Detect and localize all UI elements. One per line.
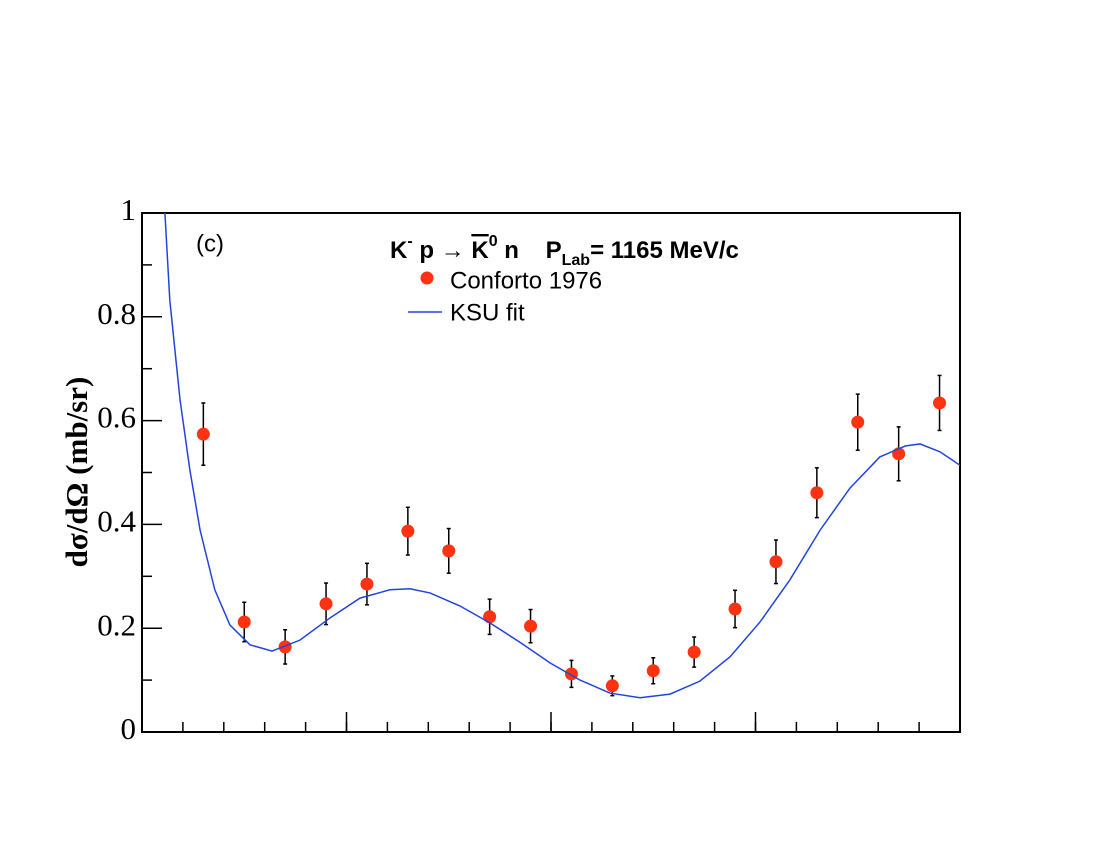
chart-title: K- p → K0 n PLab= 1165 MeV/c — [390, 233, 739, 269]
data-point — [851, 415, 865, 429]
fit-line — [164, 213, 960, 699]
data-point — [401, 524, 415, 538]
y-tick-label: 0.6 — [97, 400, 136, 435]
data-point — [196, 427, 210, 441]
title-part: - — [407, 233, 412, 250]
data-point — [810, 486, 824, 500]
data-point — [687, 645, 701, 659]
y-tick-label: 0 — [121, 711, 137, 746]
y-tick-label: 0.2 — [97, 607, 136, 642]
title-part: Lab — [562, 252, 591, 269]
data-point — [442, 544, 456, 558]
data-point — [319, 597, 333, 611]
legend-marker — [420, 271, 434, 285]
data-point — [483, 610, 497, 624]
legend-label: KSU fit — [450, 299, 525, 326]
legend-label: Conforto 1976 — [450, 267, 602, 294]
data-point — [278, 640, 292, 654]
data-point — [933, 396, 947, 410]
data-point — [605, 679, 619, 693]
data-point — [524, 619, 538, 633]
title-part: = 1165 MeV/c — [590, 237, 739, 264]
y-axis-label: dσ/dΩ (mb/sr) — [59, 377, 94, 568]
data-point — [237, 615, 251, 629]
annotation: (c) — [196, 230, 224, 257]
y-tick-label: 0.4 — [97, 504, 136, 539]
title-part: K — [390, 237, 408, 264]
data-point — [769, 555, 783, 569]
y-tick-label: 0.8 — [97, 296, 136, 331]
title-part: n P — [498, 237, 562, 264]
data-point — [728, 602, 742, 616]
data-point — [646, 664, 660, 678]
data-point — [360, 577, 374, 591]
title-part: p → — [413, 237, 472, 264]
y-tick-label: 1 — [121, 192, 137, 227]
title-part: 0 — [489, 233, 498, 250]
title-part: K — [471, 237, 489, 264]
